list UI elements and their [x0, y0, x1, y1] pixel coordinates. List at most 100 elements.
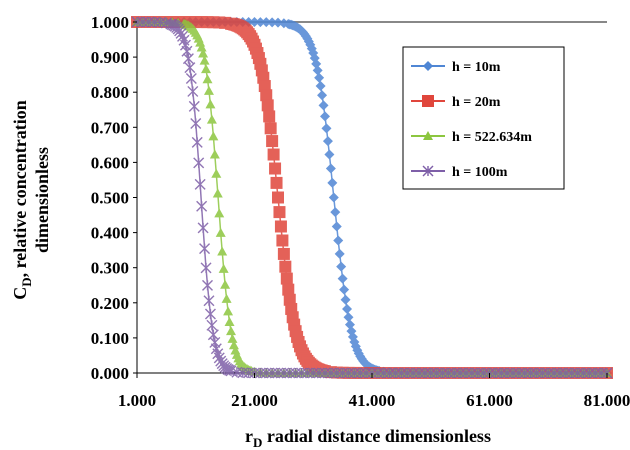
y-axis-title-sub: D [19, 277, 34, 286]
data-point [342, 303, 353, 314]
data-point [196, 42, 207, 52]
data-point [255, 17, 266, 28]
data-point [212, 188, 223, 198]
data-point [267, 148, 280, 161]
y-tick-label: 0.200 [91, 294, 129, 313]
data-point [315, 81, 326, 92]
data-point [314, 72, 325, 83]
data-point [200, 262, 212, 274]
data-point [260, 89, 273, 102]
data-point [203, 295, 215, 307]
data-point [320, 111, 330, 122]
data-point [228, 340, 239, 350]
data-point [344, 319, 355, 330]
legend-marker [423, 131, 433, 140]
y-tick-label: 0.700 [91, 118, 129, 137]
data-point [317, 90, 328, 101]
data-point [211, 168, 222, 178]
data-point [206, 114, 217, 124]
x-axis-title: rD radial distance dimensionless [245, 426, 491, 450]
x-tick-label: 41.000 [349, 391, 396, 410]
y-axis-title-line2: dimensionless [32, 147, 52, 253]
data-point [312, 65, 323, 76]
data-point [322, 136, 333, 147]
x-tick-label: 81.000 [584, 391, 630, 410]
y-tick-label: 0.100 [91, 329, 129, 348]
data-point [208, 131, 219, 141]
x-tick-label: 1.000 [118, 391, 156, 410]
data-point [188, 100, 200, 112]
data-point [196, 200, 208, 212]
data-point [261, 99, 274, 112]
legend-label: h = 522.634m [452, 130, 532, 145]
data-point [277, 247, 290, 260]
y-tick-label: 0.500 [91, 189, 129, 208]
data-point [273, 206, 286, 219]
data-point [273, 17, 283, 28]
data-point [274, 220, 287, 233]
y-tick-label: 0.900 [91, 48, 129, 67]
data-point [263, 110, 276, 123]
x-axis-title-sub: D [253, 435, 262, 450]
data-point [325, 163, 336, 174]
data-point [194, 178, 206, 190]
data-point [204, 308, 216, 320]
data-point [280, 272, 293, 285]
data-point [206, 319, 218, 331]
data-point [269, 162, 282, 175]
data-point [343, 312, 354, 323]
data-point [199, 243, 211, 255]
data-point [217, 246, 228, 256]
data-point [185, 73, 197, 85]
data-point [333, 235, 344, 246]
data-point [199, 55, 210, 65]
data-point [261, 17, 272, 28]
y-axis-title-main: C [10, 287, 30, 300]
legend-marker [422, 165, 434, 177]
data-point [184, 62, 196, 74]
data-point [202, 279, 213, 291]
data-point [279, 260, 292, 273]
data-point [203, 85, 214, 95]
data-point [327, 177, 338, 188]
data-point [266, 135, 279, 148]
data-point [340, 294, 351, 305]
legend-item: h = 10m [411, 60, 501, 75]
data-point [283, 293, 296, 306]
legend-label: h = 20m [452, 95, 501, 110]
data-point [330, 207, 341, 218]
legend-marker [423, 61, 433, 71]
data-point [191, 136, 203, 148]
data-point [324, 149, 335, 160]
data-point [258, 80, 271, 93]
data-point [190, 117, 202, 129]
data-point [202, 74, 213, 84]
y-axis-title: CD, relative concentration dimensionless [10, 100, 52, 300]
data-point [311, 58, 322, 69]
data-point [276, 234, 289, 247]
data-point [321, 123, 332, 134]
x-axis-title-rest: radial distance dimensionless [262, 426, 491, 446]
data-point [267, 17, 278, 28]
svg-text:CD, relative concentration: CD, relative concentration [10, 100, 34, 300]
y-tick-label: 0.400 [91, 224, 129, 243]
y-tick-label: 0.800 [91, 83, 129, 102]
legend: h = 10m h = 20m h = 522.634m h = 100m [402, 46, 565, 190]
data-point [201, 64, 212, 74]
data-point [227, 333, 238, 343]
data-point [215, 227, 226, 237]
legend-label: h = 100m [452, 165, 508, 180]
data-point [282, 283, 295, 296]
data-point [264, 122, 277, 135]
legend-label: h = 10m [452, 60, 501, 75]
data-point [218, 263, 229, 273]
legend-item: h = 20m [411, 95, 501, 110]
data-point [337, 273, 348, 284]
data-point [182, 53, 194, 65]
legend-box [402, 46, 565, 190]
y-axis-ticks: 0.000 0.100 0.200 0.300 0.400 0.500 0.600 0.700… [91, 13, 137, 383]
data-point [221, 293, 232, 303]
data-point [249, 17, 260, 28]
data-point [336, 261, 347, 272]
